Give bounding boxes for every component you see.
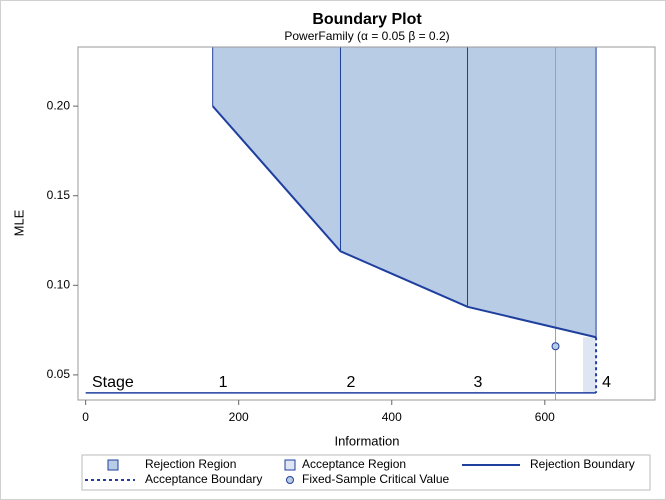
chart-title: Boundary Plot [312,11,422,28]
x-tick-label: 600 [535,410,555,424]
x-axis-label: Information [334,433,399,448]
y-axis-label: MLE [11,209,26,236]
legend-swatch [284,459,296,471]
legend-label: Rejection Boundary [530,457,635,471]
x-tick-label: 200 [229,410,249,424]
stage-number: 4 [602,374,611,391]
plot-frame [77,46,656,401]
legend-label: Rejection Region [145,457,236,471]
y-tick-label: 0.05 [47,367,71,381]
chart-subtitle: PowerFamily (α = 0.05 β = 0.2) [284,29,449,43]
stage-number: 1 [219,374,228,391]
stage-label: Stage [92,374,134,391]
acceptance-region [583,337,597,393]
y-tick-label: 0.10 [47,277,71,291]
stage-number: 3 [474,374,483,391]
rejection-boundary [211,105,597,339]
rejection-region [212,47,597,338]
y-tick-label: 0.15 [47,188,71,202]
x-tick-label: 0 [82,410,89,424]
x-tick-label: 400 [382,410,402,424]
legend-swatch [286,476,294,484]
legend-label: Acceptance Boundary [145,472,262,486]
fixed-sample-point [551,342,560,351]
y-tick-label: 0.20 [47,98,71,112]
legend-swatch [107,459,119,471]
legend-frame [81,454,651,491]
legend-label: Acceptance Region [302,457,406,471]
legend-label: Fixed-Sample Critical Value [302,472,449,486]
stage-number: 2 [346,374,355,391]
